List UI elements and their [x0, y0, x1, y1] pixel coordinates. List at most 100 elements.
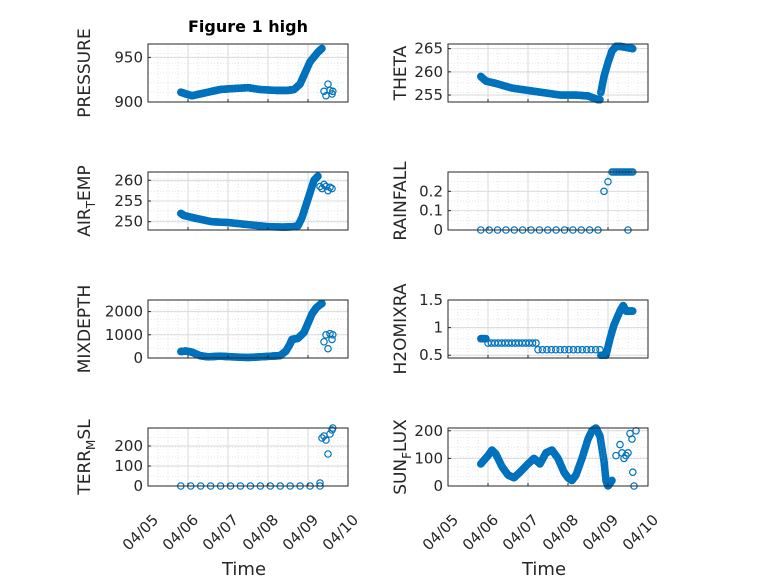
y-tick-label: 255	[114, 192, 143, 210]
data-point	[538, 345, 547, 354]
x-tick-label: 04/10	[319, 511, 362, 554]
data-point	[604, 177, 612, 186]
data-point	[547, 345, 556, 354]
data-point	[556, 345, 564, 354]
y-axis-label: H2OMIXRA	[391, 283, 411, 374]
y-tick-label: 0	[133, 477, 143, 495]
data-point	[534, 345, 542, 354]
data-point	[612, 451, 620, 460]
chart-title: Figure 1 high	[188, 17, 308, 36]
x-tick-label: 04/05	[419, 511, 462, 554]
y-tick-label: 265	[414, 40, 443, 58]
y-tick-label: 0	[433, 221, 443, 239]
y-axis-label: MIXDEPTH	[75, 285, 95, 374]
y-tick-label: 0.5	[419, 346, 443, 364]
data-point	[328, 184, 336, 193]
y-tick-label: 1.5	[419, 291, 443, 309]
y-tick-label: 200	[414, 422, 443, 440]
data-point	[324, 344, 332, 353]
y-tick-label: 0	[133, 349, 143, 367]
x-tick-label: 04/08	[239, 511, 282, 554]
y-tick-label: 260	[114, 171, 143, 189]
data-point	[569, 345, 578, 354]
x-tick-label: 04/07	[199, 511, 242, 554]
y-axis-label: AIRTEMP	[75, 165, 98, 236]
subplot-5: 0 1000 2000 MIXDEPTH	[75, 285, 349, 374]
data-point	[628, 435, 636, 443]
y-tick-label: 255	[414, 86, 443, 104]
axes-box	[147, 299, 349, 359]
data-point	[628, 468, 637, 476]
y-tick-label: 0	[433, 477, 443, 495]
y-tick-label: 100	[414, 449, 443, 467]
axes-box	[447, 171, 649, 231]
data-point	[578, 345, 587, 354]
x-tick-label: 04/10	[619, 511, 662, 554]
y-tick-label: 2000	[105, 303, 143, 321]
data-point	[560, 345, 569, 354]
x-tick-label: 04/08	[539, 511, 582, 554]
axes-box	[447, 43, 649, 103]
axes-box	[447, 299, 649, 359]
y-tick-label: 0.2	[419, 182, 443, 200]
data-point	[314, 172, 322, 180]
y-tick-label: 950	[114, 48, 143, 66]
y-tick-label: 260	[414, 63, 443, 81]
data-point	[324, 450, 332, 458]
data-point	[528, 339, 537, 347]
y-tick-label: 200	[114, 437, 143, 455]
axes-box	[147, 43, 349, 103]
subplot-3: 250 255 260 AIRTEMP	[75, 165, 349, 237]
y-tick-label: 0.1	[419, 202, 443, 220]
y-tick-label: 250	[114, 213, 143, 231]
x-axis-label: Time	[521, 559, 566, 580]
data-point	[608, 476, 616, 485]
subplot-1: 900 950 PRESSURE Figure 1 high	[75, 17, 349, 118]
y-axis-label: PRESSURE	[75, 28, 95, 117]
data-point	[582, 345, 591, 354]
x-tick-label: 04/09	[279, 511, 322, 554]
data-point	[628, 307, 637, 315]
data-point	[318, 434, 326, 442]
data-point	[624, 449, 632, 457]
x-axis-label: Time	[221, 559, 266, 580]
data-point	[328, 330, 337, 339]
data-point	[628, 44, 637, 53]
y-axis-label: TERRMSL	[75, 419, 98, 496]
data-point	[326, 430, 334, 438]
data-point	[318, 44, 326, 53]
data-point	[600, 187, 608, 196]
data-point	[328, 335, 336, 344]
y-tick-label: 1000	[105, 326, 143, 344]
data-point	[320, 337, 328, 346]
axes-box	[447, 427, 649, 487]
data-point	[328, 87, 337, 96]
x-tick-label: 04/06	[159, 511, 202, 554]
y-axis-label: THETA	[391, 45, 411, 101]
x-tick-label: 04/05	[119, 511, 162, 554]
data-point	[591, 345, 600, 354]
data-point	[616, 440, 624, 449]
y-tick-label: 900	[114, 93, 143, 111]
data-point	[543, 345, 551, 354]
data-point	[596, 95, 604, 104]
y-tick-label: 1	[433, 319, 443, 337]
x-tick-label: 04/09	[579, 511, 622, 554]
y-axis-label: SUNFLUX	[391, 419, 414, 495]
data-point	[482, 334, 490, 343]
x-tick-label: 04/06	[459, 511, 502, 554]
x-tick-label: 04/07	[499, 511, 542, 554]
data-point	[320, 180, 328, 189]
data-point	[565, 345, 573, 354]
data-point	[587, 345, 595, 354]
axes-box	[147, 427, 349, 487]
data-point	[322, 436, 330, 444]
data-point	[551, 345, 560, 354]
data-point	[532, 339, 540, 347]
y-tick-label: 100	[114, 457, 143, 475]
